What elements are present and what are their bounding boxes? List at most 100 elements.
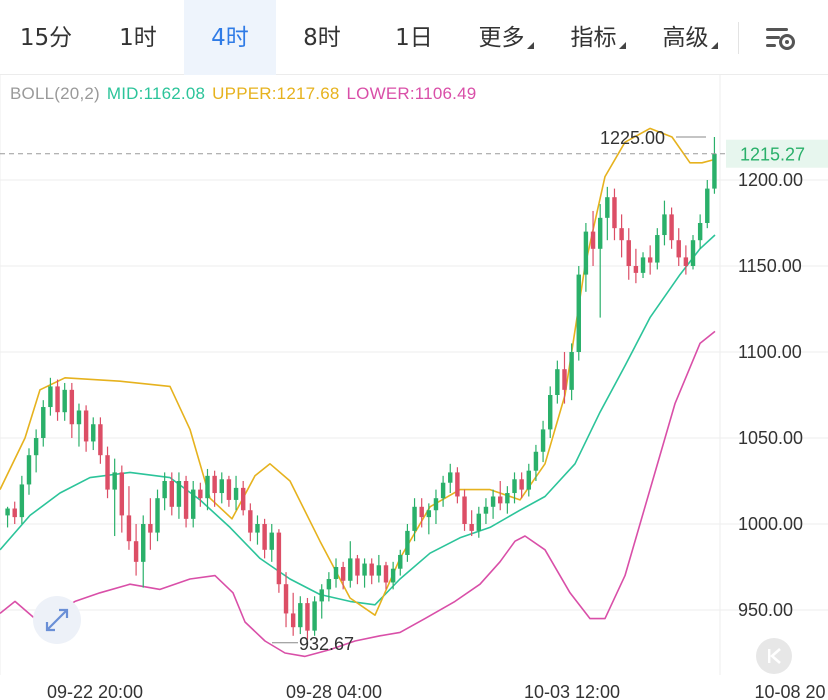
candle bbox=[148, 498, 153, 550]
candle-body bbox=[619, 228, 624, 241]
candle bbox=[333, 558, 339, 588]
candle-body bbox=[690, 240, 696, 266]
candle bbox=[490, 489, 496, 519]
candle bbox=[676, 228, 681, 266]
candle bbox=[590, 210, 596, 266]
candle bbox=[205, 468, 210, 511]
candles bbox=[5, 137, 717, 640]
fullscreen-button[interactable] bbox=[33, 596, 81, 644]
candle-body bbox=[626, 240, 631, 266]
x-tick-label: 10-03 12:00 bbox=[524, 682, 620, 700]
dropdown-arrow-icon bbox=[710, 42, 718, 49]
candle bbox=[248, 503, 253, 542]
candle-body bbox=[597, 217, 603, 249]
candle bbox=[169, 472, 175, 516]
candle-body bbox=[176, 481, 182, 507]
tab-4h[interactable]: 4时 bbox=[184, 0, 276, 75]
candle bbox=[198, 482, 203, 507]
candle bbox=[505, 486, 510, 514]
candle bbox=[62, 382, 67, 421]
candle bbox=[340, 561, 346, 590]
candlestick-chart[interactable]: 1200.00 1150.00 1100.00 1050.00 1000.00 950.0… bbox=[0, 75, 828, 700]
candle bbox=[705, 180, 710, 229]
candle bbox=[98, 417, 103, 464]
candle-body bbox=[248, 510, 253, 533]
candle bbox=[348, 541, 353, 588]
tab-8h[interactable]: 8时 bbox=[303, 25, 341, 51]
candle bbox=[33, 429, 39, 473]
candle bbox=[619, 214, 624, 258]
candle-body bbox=[198, 489, 203, 499]
candle-body bbox=[369, 563, 374, 576]
candle bbox=[455, 467, 460, 504]
y-tick-label: 1050.00 bbox=[738, 428, 803, 448]
candle bbox=[12, 501, 17, 524]
y-tick-label: 1200.00 bbox=[738, 170, 803, 190]
candle bbox=[133, 524, 139, 576]
candle-body bbox=[398, 554, 403, 569]
timeframe-tabbar: 15分 1时 4时 8时 1日 更多 指标 高级 bbox=[0, 0, 828, 75]
x-tick-label: 09-28 04:00 bbox=[286, 682, 382, 700]
tab-indicators[interactable]: 指标 bbox=[552, 0, 644, 75]
candle-body bbox=[48, 386, 53, 408]
candle-body bbox=[469, 524, 474, 531]
candle bbox=[141, 515, 146, 588]
candle bbox=[626, 228, 631, 280]
y-tick-label: 1100.00 bbox=[738, 342, 802, 362]
candle-body bbox=[605, 197, 610, 218]
chart-settings-button[interactable] bbox=[760, 20, 802, 56]
candle bbox=[41, 400, 46, 447]
candle bbox=[519, 472, 524, 499]
candle-body bbox=[562, 369, 567, 390]
candle bbox=[419, 498, 424, 528]
candle-body bbox=[540, 429, 546, 452]
candle-body bbox=[633, 266, 639, 273]
candle-body bbox=[340, 567, 346, 581]
candle bbox=[526, 463, 532, 497]
candle-body bbox=[112, 472, 117, 490]
candle-body bbox=[426, 510, 432, 518]
y-tick-label: 1150.00 bbox=[738, 256, 802, 276]
candle-body bbox=[440, 482, 446, 499]
candle bbox=[597, 204, 603, 318]
low-price-label: 932.67 bbox=[299, 634, 354, 654]
candle bbox=[276, 529, 282, 593]
candle-body bbox=[348, 558, 353, 581]
y-tick-label: 950.00 bbox=[738, 600, 793, 620]
candle bbox=[162, 472, 167, 511]
candle-body bbox=[319, 589, 324, 602]
candle bbox=[433, 489, 439, 524]
candle-body bbox=[676, 240, 681, 258]
candle-body bbox=[26, 455, 32, 485]
tab-15min[interactable]: 15分 bbox=[19, 25, 73, 51]
candle-body bbox=[533, 451, 539, 471]
candle bbox=[690, 235, 696, 270]
boll-indicator-legend: BOLL(20,2) MID:1162.08 UPPER:1217.68 LOWER:… bbox=[10, 84, 483, 104]
candle bbox=[319, 584, 324, 619]
scroll-to-latest-button[interactable] bbox=[756, 638, 792, 674]
candle-body bbox=[590, 231, 596, 249]
candle-body bbox=[547, 395, 553, 430]
candle bbox=[669, 207, 674, 249]
candle bbox=[326, 572, 332, 602]
candle-body bbox=[205, 475, 210, 499]
tab-advanced[interactable]: 高级 bbox=[644, 0, 736, 75]
candle bbox=[255, 515, 260, 545]
tab-1d[interactable]: 1日 bbox=[395, 25, 433, 51]
candle-body bbox=[212, 475, 217, 494]
candle bbox=[48, 377, 53, 416]
tab-1h[interactable]: 1时 bbox=[119, 25, 157, 51]
candle bbox=[405, 524, 410, 562]
candle-body bbox=[390, 568, 396, 583]
candle-body bbox=[133, 541, 139, 562]
candle-body bbox=[569, 352, 574, 390]
candle-body bbox=[276, 532, 282, 585]
candle bbox=[547, 386, 553, 438]
tab-more[interactable]: 更多 bbox=[460, 0, 552, 75]
candle-body bbox=[119, 472, 125, 516]
candle bbox=[112, 458, 117, 537]
candle bbox=[498, 481, 503, 511]
candle bbox=[126, 486, 132, 550]
candle bbox=[448, 463, 453, 494]
candle bbox=[119, 465, 125, 533]
